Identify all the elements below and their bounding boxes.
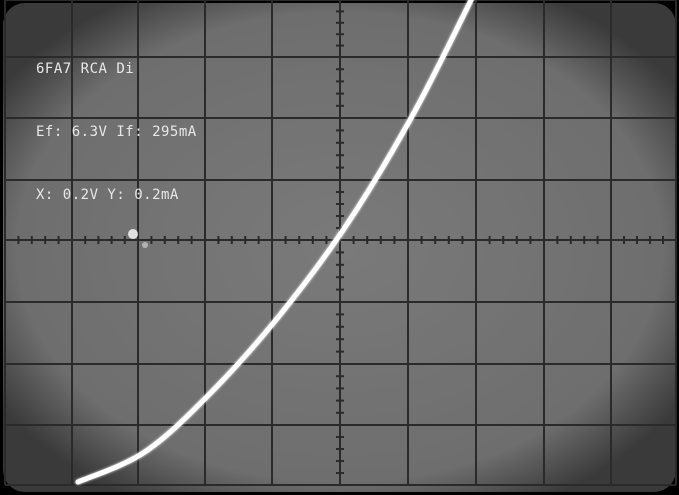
scale-readout: X: 0.2V Y: 0.2mA: [36, 187, 179, 203]
graticule: [4, 0, 677, 486]
spot-artifact: [142, 242, 148, 248]
readout-panel: 6FA7 RCA Di Ef: 6.3V If: 295mA X: 0.2V Y…: [36, 17, 197, 227]
series-line: [75, 0, 474, 485]
spot-artifact: [128, 229, 138, 239]
filament-readout: Ef: 6.3V If: 295mA: [36, 124, 197, 140]
graticule-center-ticks: [17, 10, 664, 474]
tube-label: 6FA7 RCA Di: [36, 61, 135, 77]
